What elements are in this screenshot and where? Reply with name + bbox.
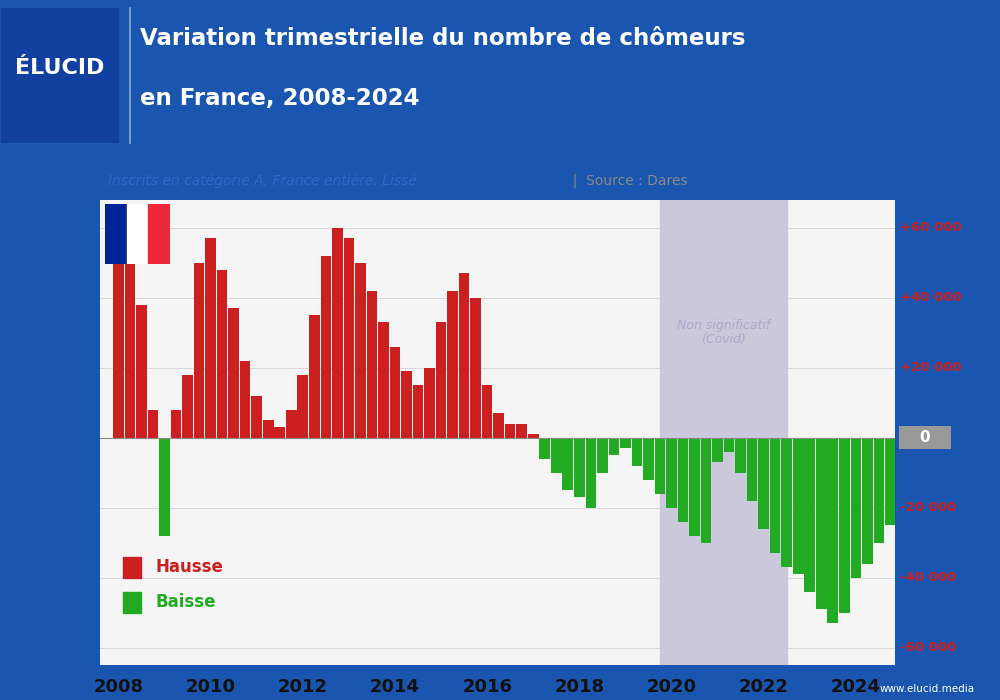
Text: +60 000: +60 000 <box>900 221 962 234</box>
Bar <box>597 438 608 472</box>
Bar <box>516 424 527 438</box>
Bar <box>205 238 216 438</box>
Bar <box>897 438 907 508</box>
Bar <box>123 592 141 612</box>
Bar <box>874 438 884 542</box>
Bar <box>413 385 423 438</box>
Bar <box>689 438 700 536</box>
Bar <box>286 410 297 438</box>
Bar <box>735 438 746 472</box>
Bar <box>678 438 688 522</box>
Bar <box>539 438 550 458</box>
Bar <box>228 308 239 438</box>
Bar <box>551 438 562 472</box>
Text: |  Source : Dares: | Source : Dares <box>564 173 688 188</box>
Text: +20 000: +20 000 <box>900 361 962 374</box>
Bar <box>113 238 124 438</box>
Bar <box>217 270 227 438</box>
Bar <box>643 438 654 480</box>
Bar <box>127 204 148 264</box>
Bar <box>159 438 170 536</box>
Bar <box>367 290 377 438</box>
Bar <box>620 438 631 448</box>
Bar <box>562 438 573 490</box>
Text: -20 000: -20 000 <box>900 501 956 514</box>
Text: Baisse: Baisse <box>155 593 216 611</box>
Bar <box>574 438 585 497</box>
Bar <box>309 315 320 438</box>
Bar <box>401 371 412 438</box>
Bar <box>758 438 769 528</box>
Bar <box>804 438 815 592</box>
Bar <box>332 228 343 438</box>
Text: Non significatif
(Covid): Non significatif (Covid) <box>677 318 770 346</box>
Bar <box>105 204 127 264</box>
Bar <box>885 438 896 525</box>
Text: ÉLUCID: ÉLUCID <box>15 57 105 78</box>
Bar <box>781 438 792 567</box>
Text: www.elucid.media: www.elucid.media <box>880 685 975 694</box>
Bar <box>251 395 262 438</box>
Bar <box>660 199 787 665</box>
Bar <box>274 427 285 438</box>
Bar <box>770 438 780 553</box>
Bar <box>827 438 838 623</box>
Bar <box>378 322 389 438</box>
Bar <box>355 262 366 438</box>
Text: en France, 2008-2024: en France, 2008-2024 <box>140 88 420 111</box>
Bar <box>908 438 919 494</box>
Bar <box>655 438 665 494</box>
Bar <box>263 420 274 438</box>
Bar <box>920 438 930 472</box>
Bar <box>470 298 481 438</box>
Bar <box>943 427 953 438</box>
Bar <box>436 322 446 438</box>
Bar <box>931 402 942 438</box>
Text: Variation trimestrielle du nombre de chômeurs: Variation trimestrielle du nombre de chô… <box>140 27 746 50</box>
Bar <box>528 434 539 438</box>
Bar <box>194 262 204 438</box>
FancyBboxPatch shape <box>1 8 119 143</box>
Bar <box>321 256 331 438</box>
Bar <box>724 438 734 452</box>
Bar <box>586 438 596 508</box>
Bar <box>459 273 469 438</box>
Bar <box>816 438 827 609</box>
Text: +40 000: +40 000 <box>900 291 962 304</box>
Text: Inscrits en catégorie A, France entière. Lissé: Inscrits en catégorie A, France entière.… <box>108 173 417 188</box>
Bar <box>701 438 711 542</box>
Bar <box>171 410 181 438</box>
Text: -40 000: -40 000 <box>900 571 956 584</box>
Bar <box>632 438 642 466</box>
Bar <box>839 438 850 612</box>
Bar <box>493 413 504 438</box>
Bar <box>123 556 141 577</box>
Bar <box>240 360 250 438</box>
Bar <box>793 438 804 574</box>
Bar <box>136 304 147 438</box>
Bar <box>851 438 861 578</box>
Text: Hausse: Hausse <box>155 558 223 576</box>
Bar <box>297 374 308 438</box>
Bar <box>148 204 170 264</box>
Bar <box>862 438 873 564</box>
Bar <box>482 385 492 438</box>
Bar <box>747 438 757 500</box>
Bar <box>609 438 619 455</box>
Bar <box>125 262 135 438</box>
Bar <box>505 424 515 438</box>
Bar <box>424 368 435 438</box>
Bar <box>447 290 458 438</box>
Bar <box>666 438 677 508</box>
Text: -60 000: -60 000 <box>900 641 956 654</box>
Bar <box>344 238 354 438</box>
Bar <box>148 410 158 438</box>
Text: 0: 0 <box>920 430 930 445</box>
Bar <box>390 346 400 438</box>
Bar <box>712 438 723 462</box>
Bar <box>182 374 193 438</box>
